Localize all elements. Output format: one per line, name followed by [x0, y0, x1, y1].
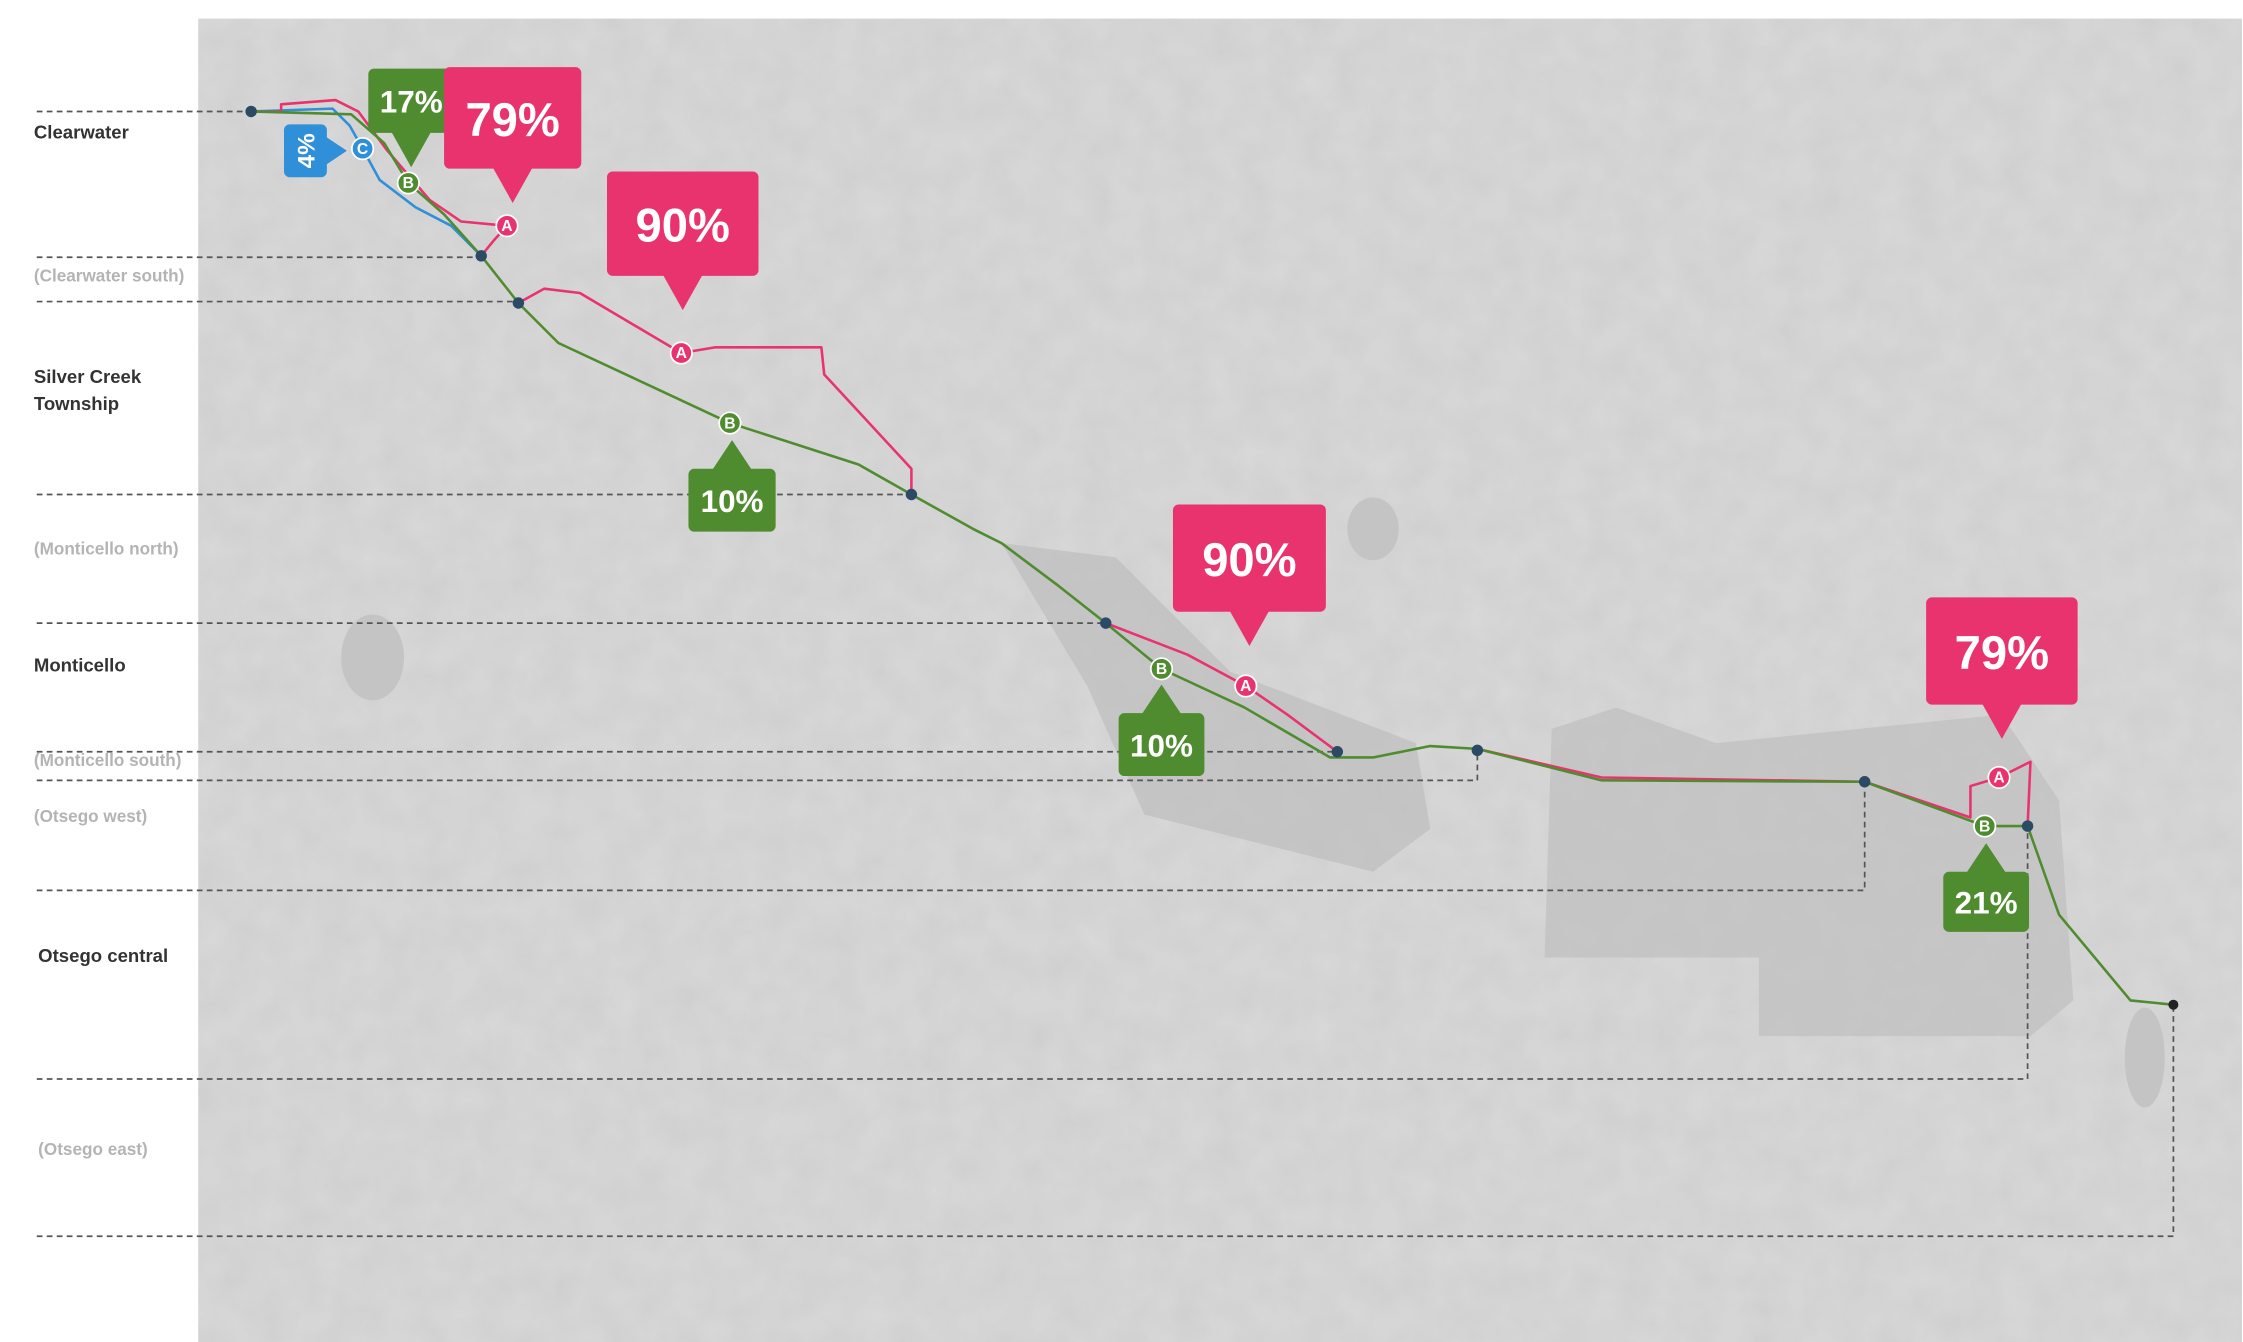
route-marker: [1973, 814, 1997, 838]
callout-percent: 79%: [465, 93, 559, 146]
callout-percent: 21%: [1955, 886, 2018, 921]
route-letter: B: [1156, 661, 1167, 678]
zone-labels: Clearwater (Clearwater south) Silver Creek…: [34, 122, 184, 1159]
zone-label: Clearwater: [34, 122, 129, 143]
route-letter: A: [1240, 678, 1251, 695]
route-marker: [669, 341, 693, 365]
route-letter: A: [1993, 770, 2004, 787]
callout-percent: 17%: [380, 85, 443, 120]
zone-label: Otsego central: [38, 945, 168, 966]
zone-label: Silver Creek Township: [34, 366, 142, 414]
callout: 17% B: [368, 68, 455, 195]
callout-pointer: [1966, 843, 2007, 874]
callout: 79% A: [444, 67, 582, 238]
route-marker: [1149, 657, 1174, 681]
callout: 79% A: [1926, 597, 2078, 790]
callout-pointer: [662, 274, 703, 311]
callout-box: [1172, 504, 1326, 612]
route-letter: C: [357, 141, 368, 158]
route-marker: [495, 214, 519, 238]
zone-label: (Otsego east): [38, 1139, 148, 1159]
route-letter: B: [403, 175, 414, 192]
route-c: [251, 107, 483, 257]
route-letter: B: [724, 415, 735, 432]
callout: 90% A: [1172, 504, 1326, 698]
route-marker: [718, 411, 742, 435]
callouts: 4% C 17% B 79% A 90% A 10% B 90% A 10% B 79% A 21% B: [284, 67, 2078, 932]
callout-percent: 4%: [293, 133, 320, 168]
route-b: [251, 110, 2174, 1006]
zone-label: Monticello: [34, 655, 126, 676]
callout-percent: 10%: [1130, 729, 1193, 764]
callout: 21% B: [1943, 814, 2030, 932]
callout-box: [1926, 597, 2078, 705]
route-letter: B: [1979, 818, 1990, 835]
callout-box: [606, 171, 759, 276]
callout-percent: 10%: [701, 484, 764, 519]
callout-pointer: [1981, 703, 2022, 739]
callout-pointer: [1229, 610, 1270, 646]
route-marker: [1234, 674, 1258, 698]
callout-percent: 79%: [1955, 626, 2049, 679]
zone-label: (Clearwater south): [34, 266, 184, 286]
callout-pointer: [712, 440, 753, 471]
callout-pointer: [492, 167, 533, 203]
route-marker: [396, 171, 420, 195]
callout-pointer: [391, 131, 432, 168]
callout-box: [284, 124, 327, 178]
route-marker: [1987, 765, 2011, 790]
callout: 10% B: [1118, 657, 1205, 777]
callout-box: [368, 68, 455, 133]
zone-label: (Otsego west): [34, 806, 147, 826]
route-letter: A: [501, 218, 512, 235]
callout-box: [444, 67, 582, 169]
zone-label: (Monticello south): [34, 750, 182, 770]
callout: 90% A: [606, 171, 759, 365]
callout-pointer: [1141, 684, 1182, 715]
callout-percent: 90%: [1202, 533, 1296, 586]
callout: 10% B: [688, 411, 776, 532]
zone-label: (Monticello north): [34, 539, 179, 559]
routes: [251, 98, 2174, 1006]
map-background: [198, 18, 2242, 1342]
callout-box: [1943, 871, 2030, 932]
route-letter: A: [676, 345, 687, 362]
stop-nodes: [245, 105, 2179, 1010]
callout-percent: 90%: [636, 199, 730, 252]
callout-box: [688, 468, 776, 532]
callout-box: [1118, 713, 1205, 777]
callout: 4% C: [284, 124, 375, 178]
route-marker: [351, 137, 375, 161]
callout-pointer: [325, 136, 347, 166]
